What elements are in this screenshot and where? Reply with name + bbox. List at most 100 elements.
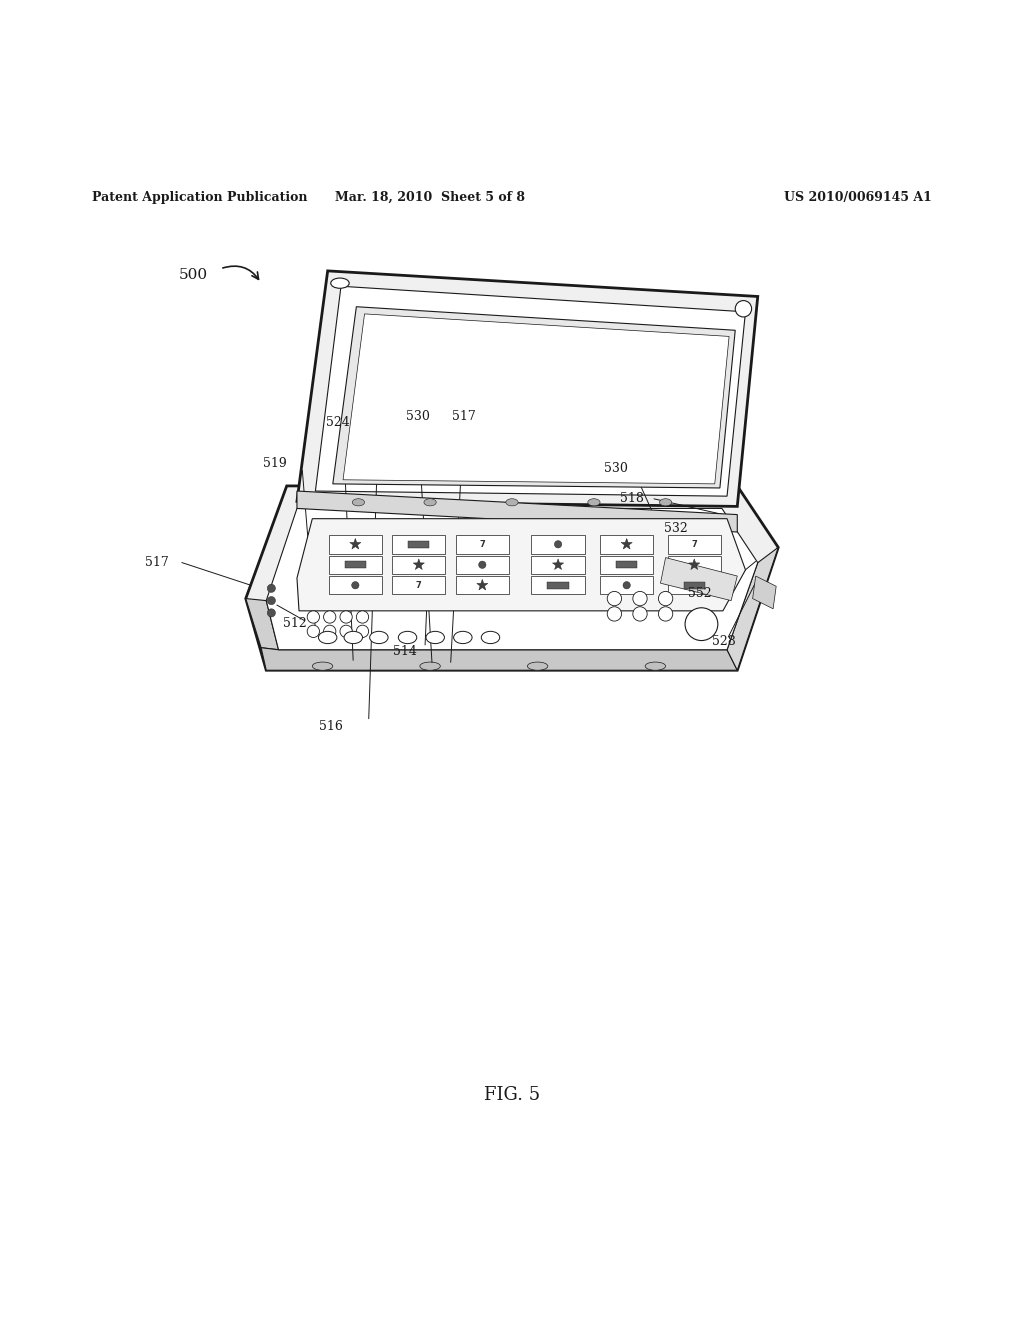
Polygon shape <box>600 556 653 574</box>
Text: 530: 530 <box>604 462 628 475</box>
Circle shape <box>356 626 369 638</box>
Ellipse shape <box>645 663 666 671</box>
Bar <box>684 582 705 589</box>
Text: Mar. 18, 2010  Sheet 5 of 8: Mar. 18, 2010 Sheet 5 of 8 <box>335 191 525 205</box>
Text: 524: 524 <box>326 416 350 429</box>
Bar <box>345 561 366 569</box>
Text: FIG. 5: FIG. 5 <box>484 1086 540 1105</box>
Polygon shape <box>329 576 382 594</box>
Circle shape <box>554 541 562 548</box>
Text: 516: 516 <box>319 721 343 733</box>
Circle shape <box>307 626 319 638</box>
Polygon shape <box>456 535 509 553</box>
Polygon shape <box>531 576 585 594</box>
Bar <box>409 541 429 548</box>
Ellipse shape <box>344 631 362 644</box>
Text: 552: 552 <box>688 587 712 599</box>
Ellipse shape <box>370 631 388 644</box>
Circle shape <box>356 611 369 623</box>
Text: 514: 514 <box>392 645 417 659</box>
Polygon shape <box>600 576 653 594</box>
Bar <box>616 561 637 569</box>
Text: 528: 528 <box>712 635 735 648</box>
Polygon shape <box>392 535 445 553</box>
Circle shape <box>307 611 319 623</box>
FancyArrowPatch shape <box>223 267 258 280</box>
Ellipse shape <box>481 631 500 644</box>
Bar <box>548 582 568 589</box>
Text: 512: 512 <box>284 616 307 630</box>
Text: Patent Application Publication: Patent Application Publication <box>92 191 307 205</box>
Text: 7: 7 <box>416 581 422 590</box>
Circle shape <box>324 626 336 638</box>
Polygon shape <box>297 519 745 611</box>
Circle shape <box>607 607 622 622</box>
Ellipse shape <box>318 631 337 644</box>
Polygon shape <box>668 535 721 553</box>
Circle shape <box>340 611 352 623</box>
Circle shape <box>324 611 336 623</box>
Polygon shape <box>456 576 509 594</box>
Ellipse shape <box>420 663 440 671</box>
Polygon shape <box>477 579 487 590</box>
Ellipse shape <box>398 631 417 644</box>
Polygon shape <box>553 558 563 569</box>
Ellipse shape <box>331 279 349 288</box>
Polygon shape <box>343 314 729 484</box>
Polygon shape <box>246 598 279 649</box>
Polygon shape <box>297 491 737 532</box>
Polygon shape <box>660 557 737 601</box>
Polygon shape <box>315 286 745 496</box>
Ellipse shape <box>659 499 672 506</box>
Text: US 2010/0069145 A1: US 2010/0069145 A1 <box>784 191 932 205</box>
Polygon shape <box>727 548 778 671</box>
Circle shape <box>267 609 275 616</box>
Circle shape <box>633 607 647 622</box>
Polygon shape <box>297 271 758 507</box>
Text: 530: 530 <box>406 409 430 422</box>
Polygon shape <box>414 558 424 569</box>
Circle shape <box>478 561 486 569</box>
Circle shape <box>623 582 631 589</box>
Polygon shape <box>246 486 778 671</box>
Ellipse shape <box>312 663 333 671</box>
Circle shape <box>685 607 718 640</box>
Text: 519: 519 <box>263 457 287 470</box>
Circle shape <box>735 301 752 317</box>
Circle shape <box>267 585 275 593</box>
Circle shape <box>658 591 673 606</box>
Circle shape <box>633 591 647 606</box>
Ellipse shape <box>506 499 518 506</box>
Circle shape <box>607 591 622 606</box>
Circle shape <box>658 607 673 622</box>
Text: 517: 517 <box>145 556 169 569</box>
Ellipse shape <box>424 499 436 506</box>
Ellipse shape <box>426 631 444 644</box>
Polygon shape <box>753 576 776 609</box>
Text: 7: 7 <box>691 540 697 549</box>
Polygon shape <box>261 648 737 671</box>
Polygon shape <box>531 556 585 574</box>
Polygon shape <box>622 539 632 549</box>
Ellipse shape <box>352 499 365 506</box>
Polygon shape <box>392 556 445 574</box>
Polygon shape <box>600 535 653 553</box>
Circle shape <box>351 582 359 589</box>
Text: 518: 518 <box>620 492 643 504</box>
Text: 517: 517 <box>452 409 476 422</box>
Polygon shape <box>689 558 699 569</box>
Circle shape <box>340 626 352 638</box>
Ellipse shape <box>454 631 472 644</box>
Text: 500: 500 <box>179 268 208 282</box>
Polygon shape <box>333 306 735 488</box>
Polygon shape <box>350 539 360 549</box>
Ellipse shape <box>588 499 600 506</box>
Polygon shape <box>392 576 445 594</box>
Text: 532: 532 <box>664 523 687 536</box>
Ellipse shape <box>527 663 548 671</box>
Polygon shape <box>456 556 509 574</box>
Polygon shape <box>668 576 721 594</box>
Text: 7: 7 <box>479 540 485 549</box>
Polygon shape <box>266 508 758 649</box>
Polygon shape <box>329 535 382 553</box>
